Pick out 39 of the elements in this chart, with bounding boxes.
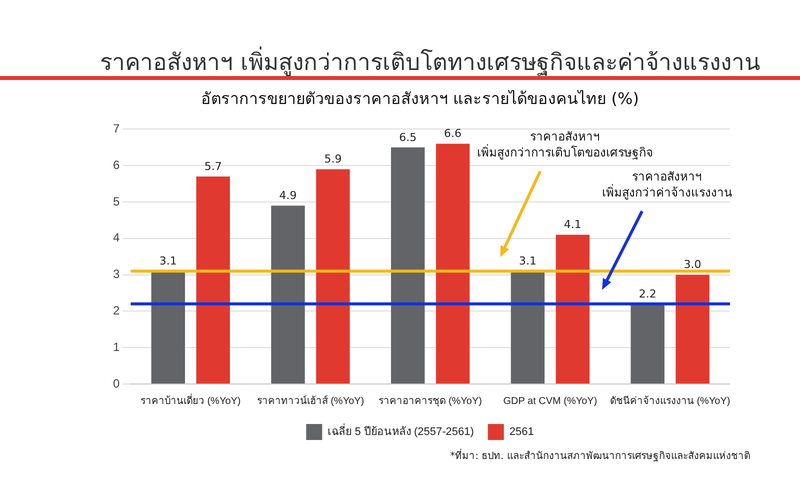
bar: [676, 274, 710, 384]
bar: [630, 304, 664, 384]
x-tick-label: GDP at CVM (%YoY): [503, 396, 598, 407]
bar: [196, 176, 230, 384]
data-label: 3.1: [159, 254, 177, 268]
data-label: 5.9: [324, 152, 342, 166]
x-tick-label: ดัชนีค่าจ้างแรงงาน (%YoY): [610, 394, 730, 407]
x-tick-label: ราคาอาคารชุด (%YoY): [378, 396, 482, 407]
y-tick-label: 7: [112, 122, 120, 136]
y-tick-label: 3: [112, 267, 120, 282]
y-tick-label: 2: [112, 304, 120, 318]
y-tick-label: 6: [112, 158, 120, 172]
bar: [391, 147, 425, 384]
y-tick-label: 4: [112, 230, 120, 245]
x-tick-label: ราคาบ้านเดี่ยว (%YoY): [140, 392, 241, 407]
legend-label: 2561: [509, 426, 534, 438]
data-label: 6.5: [399, 130, 417, 144]
bar: [556, 234, 590, 384]
data-label: 2.2: [638, 287, 656, 300]
annotation: ราคาอสังหาฯ เพิ่มสูงกว่าการเติบโตของเศรษฐกิจ: [477, 129, 654, 160]
x-tick-label: ราคาทาวน์เฮ้าส์ (%YoY): [256, 394, 364, 407]
data-label: 3.0: [684, 258, 702, 272]
y-tick-label: 1: [112, 340, 120, 354]
bar: [271, 206, 305, 384]
data-label: 6.6: [444, 127, 462, 140]
data-label: 4.9: [279, 189, 297, 202]
bar: [316, 169, 350, 384]
bar: [510, 271, 545, 384]
text: *ที่มา: ธปท. และสำนักงานสภาพัฒนาการเศรษฐกิจและสังคมแห่งชาติ: [450, 448, 750, 463]
legend-label: เฉลี่ย 5 ปีย้อนหลัง (2557-2561): [328, 423, 474, 438]
y-tick-label: 0: [112, 376, 120, 390]
y-tick-label: 5: [112, 194, 120, 208]
data-label: 3.1: [518, 254, 536, 268]
bar: [151, 271, 185, 384]
data-label: 5.7: [204, 160, 222, 173]
chart-title: ราคาอสังหาฯ เพิ่มสูงกว่าการเติบโตทางเศรษฐกิจและค่าจ้างแรงงาน: [100, 45, 760, 78]
bar: [436, 144, 470, 384]
data-label: 4.1: [564, 218, 582, 232]
annotation: ราคาอสังหาฯ เพิ่มสูงกว่าค่าจ้างแรงงาน: [602, 169, 732, 200]
